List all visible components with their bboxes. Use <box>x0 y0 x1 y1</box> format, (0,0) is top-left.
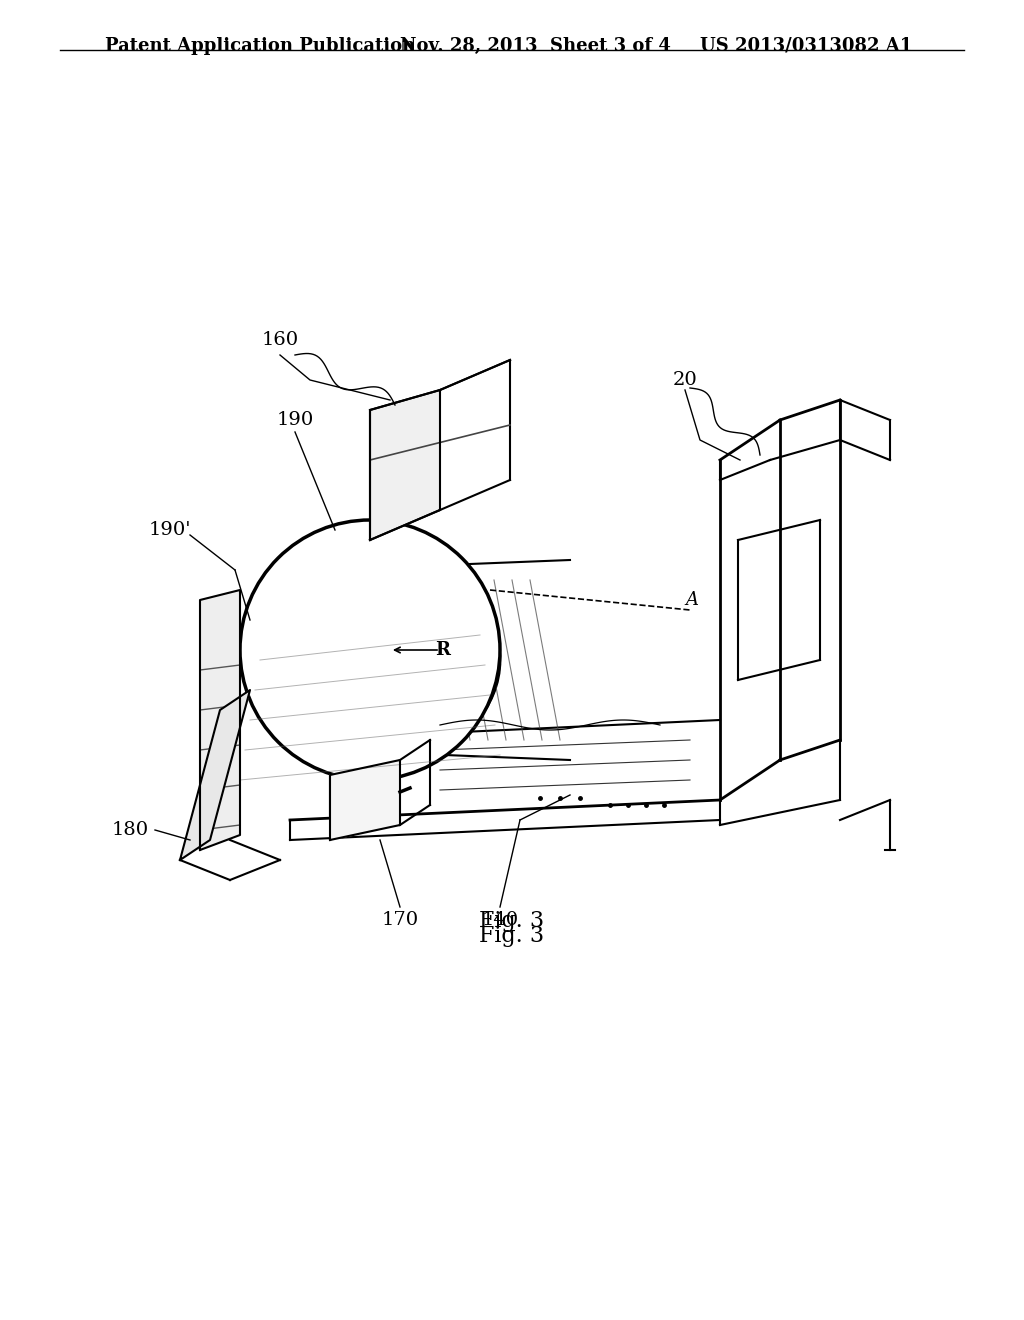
Text: 170: 170 <box>381 911 419 929</box>
Circle shape <box>240 520 500 780</box>
Text: Nov. 28, 2013  Sheet 3 of 4: Nov. 28, 2013 Sheet 3 of 4 <box>400 37 671 55</box>
Text: 190: 190 <box>276 411 313 429</box>
Text: Fig. 3: Fig. 3 <box>479 925 545 946</box>
Text: 20: 20 <box>673 371 697 389</box>
Polygon shape <box>330 760 400 840</box>
Text: 160: 160 <box>261 331 299 348</box>
Text: A: A <box>685 591 698 609</box>
Text: R: R <box>435 642 450 659</box>
Text: 190': 190' <box>148 521 191 539</box>
Polygon shape <box>370 389 440 540</box>
Polygon shape <box>200 590 240 850</box>
Text: 180: 180 <box>112 821 148 840</box>
Polygon shape <box>180 690 250 861</box>
Text: Fig. 3: Fig. 3 <box>479 909 545 932</box>
Text: 140: 140 <box>481 911 518 929</box>
Text: US 2013/0313082 A1: US 2013/0313082 A1 <box>700 37 912 55</box>
Text: Patent Application Publication: Patent Application Publication <box>105 37 416 55</box>
